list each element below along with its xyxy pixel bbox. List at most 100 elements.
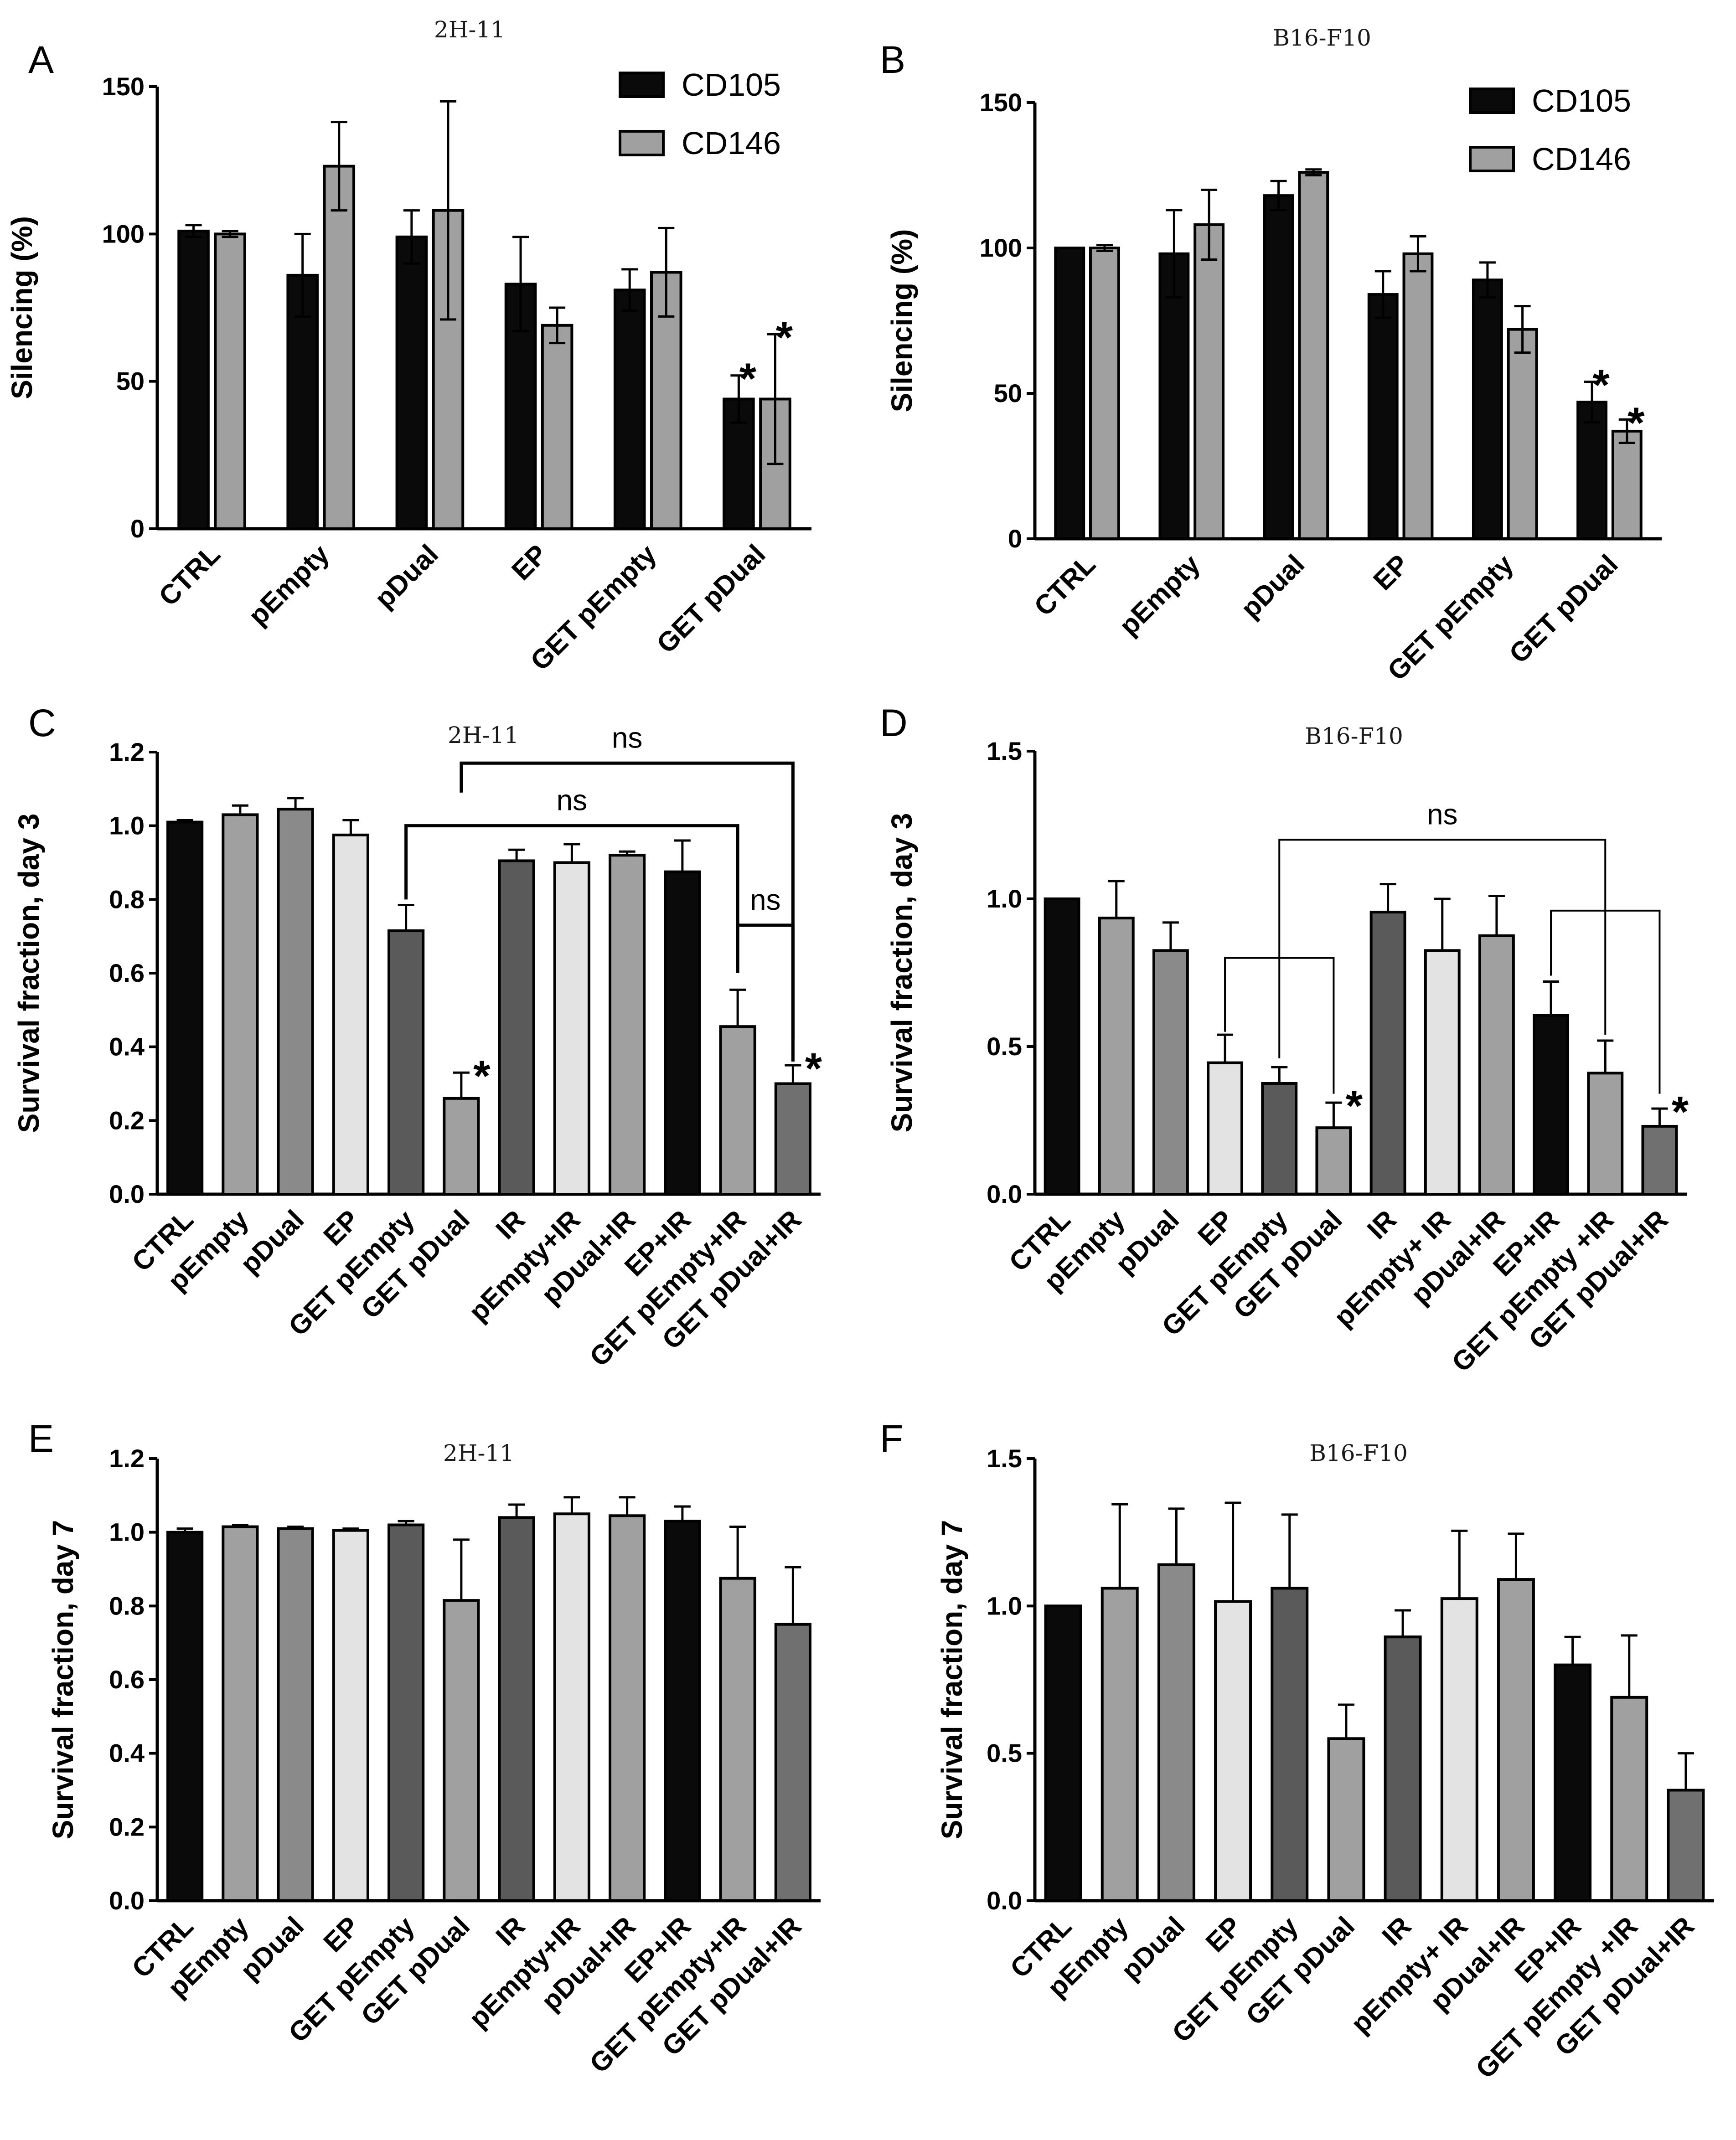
x-tick-label: IR bbox=[1376, 1911, 1417, 1952]
bar bbox=[498, 859, 535, 1196]
significance-star: * bbox=[739, 355, 757, 403]
x-tick-label: pDual bbox=[369, 539, 444, 614]
bar bbox=[1384, 1635, 1422, 1903]
x-tick-label: GET pDual bbox=[651, 539, 771, 659]
bar bbox=[332, 1529, 369, 1902]
significance-star: * bbox=[1346, 1082, 1363, 1130]
x-tick-label: IR bbox=[490, 1204, 531, 1245]
bar-cd105 bbox=[177, 229, 210, 531]
y-tick-label: 0.8 bbox=[109, 1591, 145, 1620]
bar bbox=[222, 813, 259, 1196]
legend-swatch bbox=[619, 130, 665, 156]
bar bbox=[774, 1082, 811, 1196]
y-tick-label: 150 bbox=[102, 72, 145, 101]
significance-star: * bbox=[776, 313, 793, 362]
y-tick-label: 100 bbox=[102, 219, 145, 248]
chart-panel-d: D B16-F10 Survival fraction, day 3 0.0 0.5 1.… bbox=[880, 701, 1689, 1378]
x-tick-label: CTRL bbox=[153, 539, 226, 612]
y-tick-label: 50 bbox=[994, 379, 1022, 407]
bar bbox=[1327, 1737, 1365, 1902]
x-tick-label: EP bbox=[1200, 1911, 1247, 1958]
significance-star: * bbox=[805, 1044, 822, 1093]
bar bbox=[1587, 1072, 1624, 1196]
legend-label: CD146 bbox=[1532, 141, 1631, 177]
significance-star: * bbox=[1592, 361, 1610, 409]
significance-star: * bbox=[1672, 1088, 1689, 1136]
bar bbox=[443, 1599, 480, 1902]
bar-cd146 bbox=[541, 324, 574, 530]
bar bbox=[1424, 949, 1461, 1196]
bar bbox=[1044, 897, 1080, 1196]
y-tick-label: 1.0 bbox=[987, 1591, 1022, 1620]
y-axis-label: Silencing (%) bbox=[885, 229, 918, 413]
y-tick-label: 1.0 bbox=[109, 811, 145, 840]
significance-star: * bbox=[1628, 398, 1645, 447]
bar-cd105 bbox=[395, 235, 428, 530]
bar bbox=[1478, 934, 1515, 1196]
bar-cd146 bbox=[323, 165, 356, 531]
bar bbox=[166, 1531, 204, 1903]
y-tick-label: 1.2 bbox=[109, 737, 145, 766]
x-tick-label: IR bbox=[490, 1911, 531, 1952]
y-axis-label: Survival fraction, day 7 bbox=[46, 1520, 79, 1840]
y-tick-label: 1.0 bbox=[109, 1518, 145, 1547]
bar bbox=[664, 870, 701, 1196]
bar bbox=[1667, 1789, 1705, 1902]
panel-letter: C bbox=[28, 701, 56, 744]
legend-label: CD146 bbox=[682, 125, 781, 161]
significance-bracket bbox=[460, 761, 795, 1040]
x-tick-label: GET pDual bbox=[1503, 549, 1623, 669]
bar bbox=[609, 854, 646, 1196]
bracket-label: ns bbox=[557, 784, 588, 817]
significance-star: * bbox=[473, 1052, 491, 1100]
bar bbox=[1369, 911, 1406, 1196]
y-tick-label: 0 bbox=[1008, 524, 1022, 553]
y-tick-label: 1.5 bbox=[987, 737, 1022, 765]
bar-cd105 bbox=[1054, 247, 1085, 540]
bar bbox=[1207, 1061, 1244, 1196]
x-tick-label: pEmpty bbox=[243, 538, 335, 631]
bar bbox=[1214, 1600, 1252, 1902]
bar-cd105 bbox=[723, 397, 755, 530]
y-tick-label: 0.0 bbox=[987, 1180, 1022, 1208]
y-tick-label: 100 bbox=[980, 233, 1022, 262]
bar-cd146 bbox=[1298, 171, 1329, 540]
y-tick-label: 1.0 bbox=[987, 884, 1022, 913]
panel-letter: A bbox=[28, 38, 54, 81]
y-tick-label: 0.5 bbox=[987, 1032, 1022, 1061]
chart-panel-c: C 2H-11 Survival fraction, day 3 0.0 0.2 0.4 0… bbox=[12, 701, 822, 1372]
bar bbox=[719, 1577, 756, 1902]
bar bbox=[332, 833, 369, 1196]
chart-panel-f: F B16-F10 Survival fraction, day 7 0.0 0.5 1.… bbox=[880, 1417, 1714, 2084]
bar bbox=[498, 1516, 535, 1902]
y-axis-label: Survival fraction, day 3 bbox=[12, 814, 45, 1133]
y-tick-label: 0.0 bbox=[987, 1886, 1022, 1915]
y-tick-label: 0.2 bbox=[109, 1812, 145, 1841]
chart-title: 2H-11 bbox=[448, 722, 519, 748]
legend-swatch bbox=[1469, 88, 1515, 114]
y-tick-label: 0.2 bbox=[109, 1106, 145, 1134]
bar-cd105 bbox=[1367, 293, 1399, 540]
significance-bracket bbox=[404, 824, 739, 973]
bar-cd105 bbox=[1158, 252, 1190, 540]
significance-bracket bbox=[1550, 909, 1661, 1094]
bar bbox=[553, 861, 590, 1196]
bar bbox=[1554, 1663, 1592, 1903]
legend-swatch bbox=[619, 72, 665, 98]
bar bbox=[719, 1025, 756, 1196]
bar bbox=[1315, 1126, 1352, 1196]
x-tick-label: EP bbox=[506, 539, 553, 586]
bar bbox=[553, 1512, 590, 1902]
bar bbox=[277, 808, 314, 1196]
chart-title: B16-F10 bbox=[1309, 1440, 1408, 1466]
y-tick-label: 0.8 bbox=[109, 885, 145, 913]
x-tick-label: pEmpty bbox=[1113, 548, 1206, 641]
bar bbox=[388, 929, 425, 1196]
bar bbox=[1497, 1578, 1535, 1902]
panel-letter: D bbox=[880, 701, 908, 744]
y-axis-label: Survival fraction, day 3 bbox=[885, 813, 918, 1133]
y-tick-label: 0.5 bbox=[987, 1739, 1022, 1768]
legend-label: CD105 bbox=[1532, 83, 1631, 119]
chart-title: B16-F10 bbox=[1305, 723, 1403, 749]
y-tick-label: 1.5 bbox=[987, 1444, 1022, 1473]
